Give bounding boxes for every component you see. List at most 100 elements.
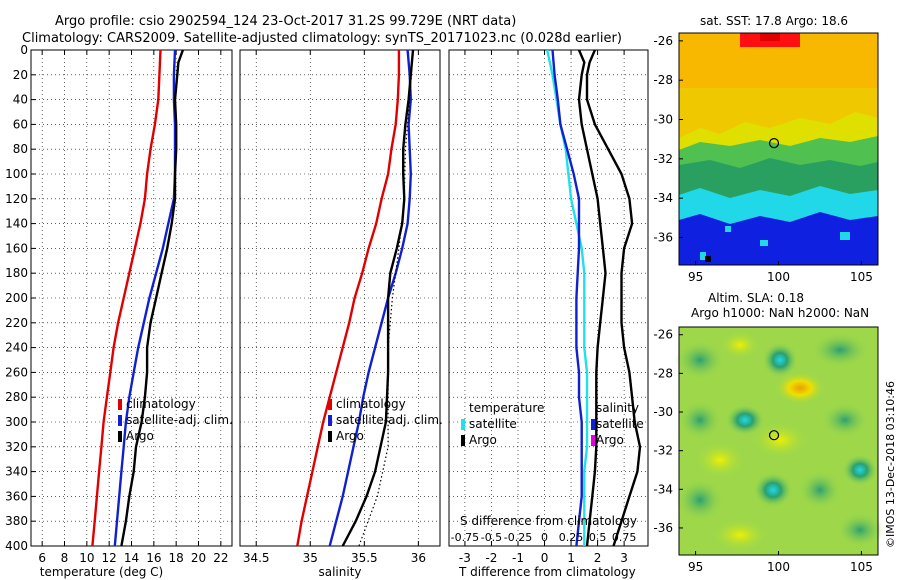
legend-swatch-salinity-2 [328, 431, 332, 442]
y-tick-label-depth: 0 [20, 43, 28, 57]
map-x-tick-label-sla_map: 95 [688, 560, 703, 574]
y-tick-label-depth: 240 [5, 341, 28, 355]
y-tick-label-depth: 40 [13, 93, 28, 107]
x-axis-label-difference: T difference from climatology [458, 565, 636, 579]
x-tick-label-temperature: 18 [169, 551, 184, 565]
legend-swatch-diff-left-1 [461, 419, 465, 430]
x-tick-label-salinity: 35 [303, 551, 318, 565]
map-y-tick-label-sst_map: -32 [653, 152, 673, 166]
y-tick-label-depth: 280 [5, 390, 28, 404]
legend-swatch-diff-right-1 [591, 419, 595, 430]
series-salinity-dotted [358, 49, 414, 547]
sla-map-image [675, 327, 884, 555]
y-tick-label-depth: 100 [5, 167, 28, 181]
x-tick-label-temperature: 14 [124, 551, 139, 565]
x-tick-label-difference: -3 [459, 551, 471, 565]
legend-swatch-salinity-0 [328, 399, 332, 410]
legend-swatch-salinity-1 [328, 415, 332, 426]
map-y-tick-label-sla_map: -32 [653, 444, 673, 458]
legend-swatch-diff-right-2 [591, 435, 595, 446]
map-y-tick-label-sst_map: -30 [653, 113, 673, 127]
y-tick-label-depth: 260 [5, 365, 28, 379]
panel-frame-difference [448, 49, 649, 547]
x-tick-label-salinity: 35.5 [351, 551, 378, 565]
y-tick-label-depth: 220 [5, 316, 28, 330]
x-axis-label-temperature: temperature (deg C) [40, 565, 163, 579]
x-tick-label-s-difference: -0.75 [451, 531, 479, 544]
map-x-tick-label-sst_map: 100 [767, 270, 790, 284]
x-tick-label-salinity: 34.5 [243, 551, 270, 565]
legend-label-salinity-1: satellite-adj. clim. [336, 413, 443, 427]
sst-map-image [679, 33, 878, 265]
x-tick-label-s-difference: 0.25 [559, 531, 584, 544]
legend-label-diff-right-1: satellite [596, 417, 644, 431]
y-tick-label-depth: 360 [5, 489, 28, 503]
sla-map-subtitle: Argo h1000: NaN h2000: NaN [691, 306, 869, 320]
legend-swatch-temperature-0 [118, 399, 122, 410]
legend-label-diff-left-0: temperature [469, 401, 544, 415]
y-tick-label-depth: 140 [5, 217, 28, 231]
legend-label-diff-right-0: salinity [596, 401, 639, 415]
series-difference-1 [585, 49, 642, 547]
legend-swatch-temperature-2 [118, 431, 122, 442]
legend-label-diff-right-2: Argo [596, 433, 624, 447]
series-salinity-2 [341, 49, 415, 547]
x-tick-label-s-difference: 0 [541, 531, 548, 544]
argo-location-marker-sla_map [768, 430, 780, 441]
legend-label-diff-left-2: Argo [469, 433, 497, 447]
map-x-tick-label-sla_map: 100 [767, 560, 790, 574]
x-tick-label-s-difference: 0.5 [589, 531, 607, 544]
x-axis-label-top-difference: S difference from climatology [460, 514, 637, 528]
map-y-tick-label-sla_map: -30 [653, 405, 673, 419]
x-tick-label-difference: -2 [485, 551, 497, 565]
y-tick-label-depth: 320 [5, 440, 28, 454]
sla-map-title: Altim. SLA: 0.18 [708, 291, 804, 305]
map-x-tick-label-sst_map: 105 [850, 270, 873, 284]
map-y-tick-label-sst_map: -36 [653, 230, 673, 244]
series-temperature-0 [91, 49, 162, 547]
x-tick-label-temperature: 10 [79, 551, 94, 565]
y-tick-label-depth: 200 [5, 291, 28, 305]
map-y-tick-label-sst_map: -28 [653, 73, 673, 87]
y-tick-label-depth: 300 [5, 415, 28, 429]
map-x-tick-label-sst_map: 95 [688, 270, 703, 284]
y-tick-label-depth: 380 [5, 514, 28, 528]
map-x-tick-label-sla_map: 105 [850, 560, 873, 574]
legend-swatch-diff-left-2 [461, 435, 465, 446]
figure-title-line2: Climatology: CARS2009. Satellite-adjuste… [22, 31, 622, 46]
map-y-tick-label-sla_map: -34 [653, 482, 673, 496]
x-tick-label-s-difference: -0.25 [504, 531, 532, 544]
map-y-tick-label-sla_map: -26 [653, 328, 673, 342]
legend-label-temperature-2: Argo [126, 429, 154, 443]
y-tick-label-depth: 340 [5, 465, 28, 479]
series-difference-2 [551, 49, 583, 547]
legend-label-temperature-1: satellite-adj. clim. [126, 413, 233, 427]
x-tick-label-difference: 0 [541, 551, 549, 565]
x-axis-label-salinity: salinity [318, 565, 361, 579]
y-tick-label-depth: 120 [5, 192, 28, 206]
x-tick-label-temperature: 20 [191, 551, 206, 565]
y-tick-label-depth: 400 [5, 539, 28, 553]
legend-label-salinity-2: Argo [336, 429, 364, 443]
y-tick-label-depth: 20 [13, 68, 28, 82]
x-tick-label-salinity: 36 [411, 551, 426, 565]
x-tick-label-temperature: 22 [213, 551, 228, 565]
x-tick-label-temperature: 6 [38, 551, 46, 565]
y-tick-label-depth: 60 [13, 117, 28, 131]
series-difference-3 [577, 49, 607, 547]
x-tick-label-temperature: 16 [146, 551, 161, 565]
series-temperature-2 [120, 49, 185, 547]
x-tick-label-difference: 2 [594, 551, 602, 565]
y-tick-label-depth: 80 [13, 142, 28, 156]
map-y-tick-label-sla_map: -36 [653, 521, 673, 535]
legend-label-salinity-0: climatology [336, 397, 406, 411]
x-tick-label-s-difference: 0.75 [612, 531, 637, 544]
x-tick-label-temperature: 8 [61, 551, 69, 565]
x-tick-label-difference: 1 [567, 551, 575, 565]
y-tick-label-depth: 180 [5, 266, 28, 280]
imos-timestamp: ©IMOS 13-Dec-2018 03:10:46 [884, 381, 897, 548]
argo-location-marker-sst_map [768, 138, 780, 149]
legend-swatch-temperature-1 [118, 415, 122, 426]
y-tick-label-depth: 160 [5, 241, 28, 255]
sst-map-title: sat. SST: 17.8 Argo: 18.6 [700, 14, 848, 28]
